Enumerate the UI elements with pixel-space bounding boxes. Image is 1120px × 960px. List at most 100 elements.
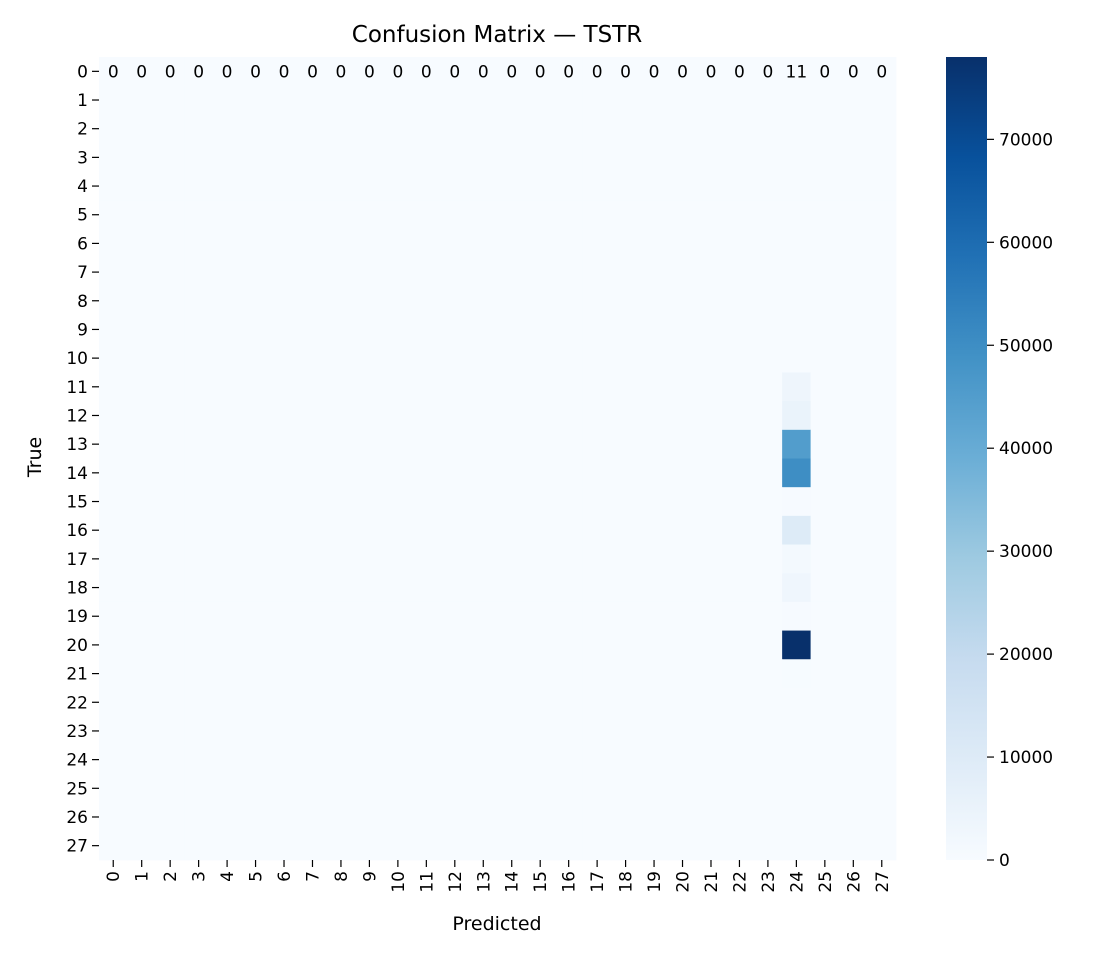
heatmap-cell [269, 716, 299, 746]
y-tick-label: 20 [66, 636, 88, 656]
heatmap-cell [212, 286, 242, 316]
heatmap-cell [383, 286, 413, 316]
heatmap-cell [810, 372, 840, 402]
heatmap-cell [668, 114, 698, 144]
heatmap-cell [269, 773, 299, 804]
heatmap-cell [839, 286, 868, 316]
heatmap-cell [810, 429, 840, 459]
cell-annotation: 0 [136, 62, 147, 82]
heatmap-cell [611, 831, 641, 861]
heatmap-cell [469, 716, 498, 746]
heatmap-cell [127, 57, 157, 87]
heatmap-cell [696, 315, 726, 345]
heatmap-cell [782, 573, 811, 603]
heatmap-cell [782, 544, 811, 574]
heatmap-cell [212, 659, 242, 689]
heatmap-cell [184, 372, 214, 402]
heatmap-cell [298, 802, 328, 832]
heatmap-cell [639, 200, 669, 230]
heatmap-cell [639, 687, 669, 718]
heatmap-cell [155, 802, 185, 832]
heatmap-cell [383, 257, 413, 287]
y-tick-label: 9 [77, 320, 88, 340]
heatmap-cell [440, 802, 470, 832]
heatmap-cell [867, 773, 897, 804]
heatmap-cell [412, 630, 441, 660]
heatmap-cell [525, 487, 555, 517]
heatmap-cell [867, 458, 897, 488]
heatmap-cell [725, 745, 755, 775]
cell-annotation: 0 [706, 62, 717, 82]
heatmap-cell [696, 458, 726, 488]
x-tick-label: 15 [531, 871, 551, 893]
heatmap-cell [867, 601, 897, 631]
heatmap-cell [241, 429, 271, 459]
heatmap-cell [383, 745, 413, 775]
heatmap-cell [810, 831, 840, 861]
heatmap-cell [469, 773, 498, 804]
heatmap-cell [725, 802, 755, 832]
heatmap-cell [412, 687, 441, 718]
heatmap-cell [810, 573, 840, 603]
heatmap-cell [412, 487, 441, 517]
colorbar-tick-label: 30000 [999, 542, 1053, 562]
heatmap-cell [810, 229, 840, 259]
heatmap-cell [554, 802, 584, 832]
heatmap-cell [782, 630, 811, 660]
heatmap-cell [611, 372, 641, 402]
heatmap-cell [99, 773, 128, 804]
y-tick-label: 1 [77, 91, 88, 111]
heatmap-cell [127, 200, 157, 230]
heatmap-cell [554, 659, 584, 689]
heatmap-cell [440, 659, 470, 689]
heatmap-cell [554, 458, 584, 488]
heatmap-cell [269, 659, 299, 689]
heatmap-cell [355, 458, 385, 488]
heatmap-cell [554, 286, 584, 316]
heatmap-cell [440, 601, 470, 631]
heatmap-cell [99, 114, 128, 144]
cell-annotation: 0 [222, 62, 233, 82]
heatmap-cell [298, 85, 328, 115]
heatmap-cell [554, 257, 584, 287]
heatmap-cell [241, 171, 271, 201]
heatmap-cell [412, 802, 441, 832]
x-tick-label: 9 [360, 871, 380, 882]
heatmap-cell [611, 601, 641, 631]
heatmap-cell [525, 630, 555, 660]
heatmap-cell [611, 85, 641, 115]
heatmap-cell [469, 630, 498, 660]
heatmap-cell [497, 630, 527, 660]
heatmap-cell [668, 229, 698, 259]
heatmap-cell [241, 200, 271, 230]
heatmap-cell [639, 745, 669, 775]
x-tick-label: 6 [275, 871, 295, 882]
heatmap-cell [782, 85, 811, 115]
heatmap-cell [469, 200, 498, 230]
heatmap-cell [725, 831, 755, 861]
heatmap-cell [810, 802, 840, 832]
colorbar-tick-label: 40000 [999, 439, 1053, 459]
heatmap-cell [782, 143, 811, 173]
heatmap-cell [554, 200, 584, 230]
heatmap-cell [753, 716, 783, 746]
heatmap-cell [753, 343, 783, 373]
heatmap-cell [782, 659, 811, 689]
heatmap-cell [696, 286, 726, 316]
heatmap-cell [326, 372, 356, 402]
heatmap-cell [839, 573, 868, 603]
y-tick-label: 24 [66, 751, 88, 771]
heatmap-cell [155, 458, 185, 488]
heatmap-cell [554, 114, 584, 144]
heatmap-cell [127, 458, 157, 488]
heatmap-cell [725, 458, 755, 488]
heatmap-cell [241, 573, 271, 603]
heatmap-cell [383, 601, 413, 631]
heatmap-cell [867, 630, 897, 660]
heatmap-cell [440, 716, 470, 746]
heatmap-cell [469, 229, 498, 259]
heatmap-cell [326, 458, 356, 488]
y-axis-ticks: 0123456789101112131415161718192021222324… [66, 62, 99, 857]
heatmap-cell [725, 372, 755, 402]
heatmap-cell [412, 401, 441, 431]
